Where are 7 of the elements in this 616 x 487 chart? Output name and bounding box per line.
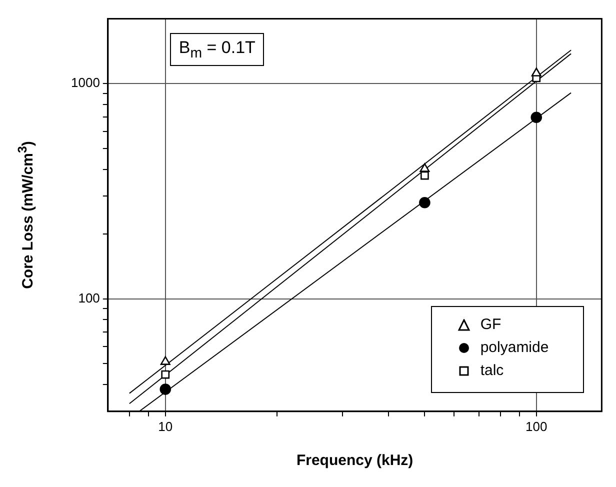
y-tick-label: 1000	[71, 75, 100, 90]
legend-label: polyamide	[480, 339, 549, 356]
legend-label: talc	[480, 362, 504, 380]
x-axis-title: Frequency (kHz)	[296, 452, 414, 470]
annotation: B$_{m}$ = 0.1T	[170, 32, 264, 66]
x-tick-label: 10	[158, 418, 173, 434]
legend-label: GF	[480, 316, 502, 334]
